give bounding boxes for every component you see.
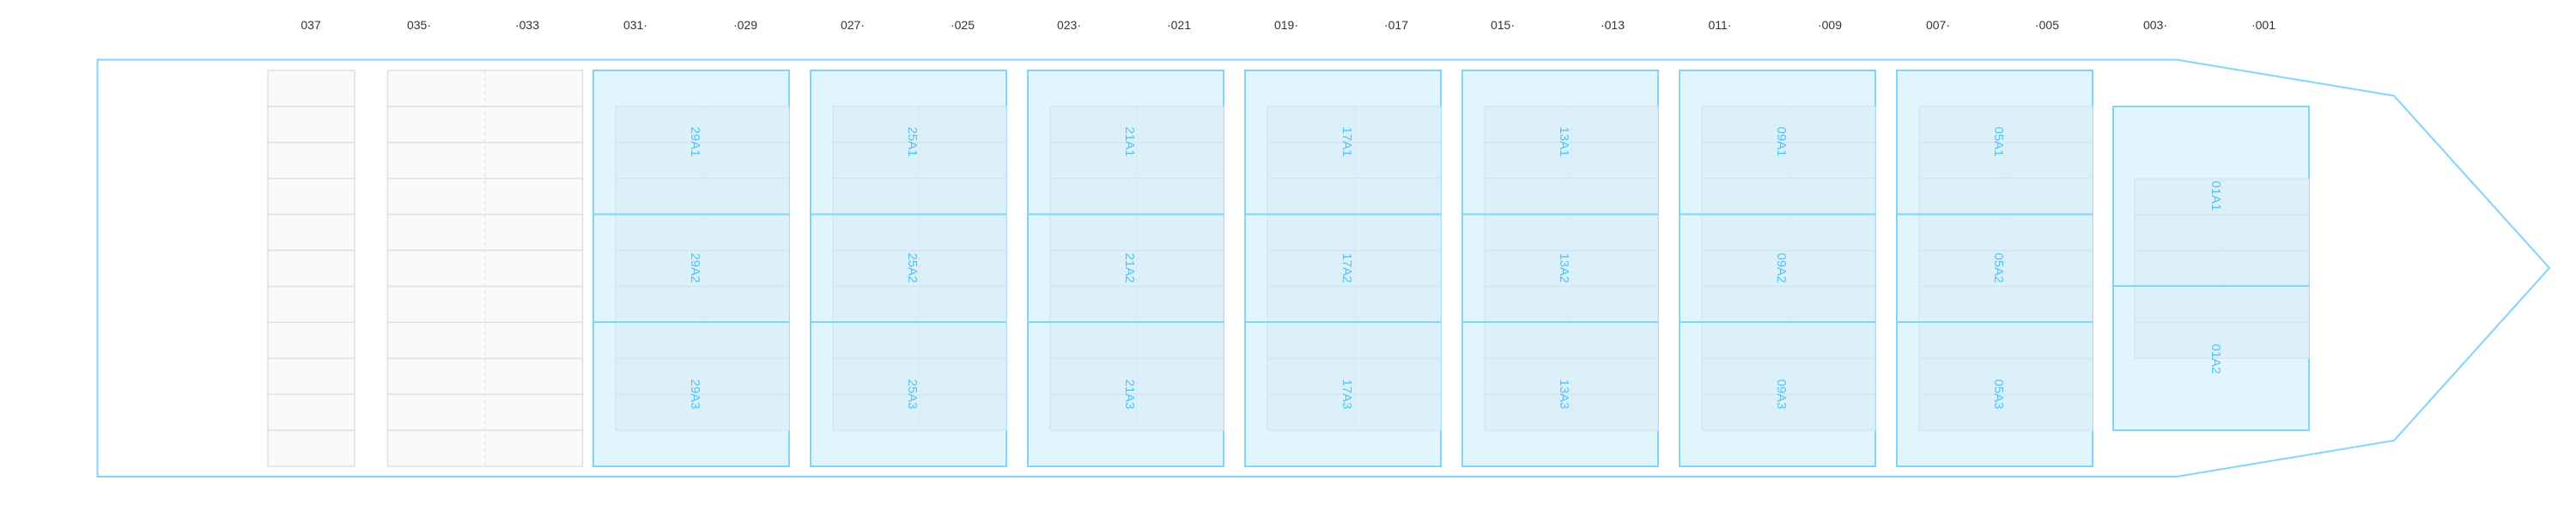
- bay-tick-label: ·025: [951, 18, 975, 32]
- slot-label: 29A1: [688, 126, 702, 156]
- bay-tick-label: 003·: [2143, 18, 2167, 32]
- slot-label: 05A1: [1991, 126, 2006, 156]
- empty-slot-row: [267, 321, 355, 360]
- slot-label: 17A3: [1340, 379, 1354, 409]
- bay-tick-label: ·021: [1167, 18, 1191, 32]
- empty-slot-row: [267, 249, 355, 288]
- bay-tick-label: ·013: [1601, 18, 1625, 32]
- bay-25[interactable]: 25A1 25A2 25A3: [810, 70, 1007, 467]
- bay-21[interactable]: 21A1 21A2 21A3: [1027, 70, 1224, 467]
- empty-slot-row: [267, 142, 355, 179]
- bay-tick-label: ·033: [515, 18, 539, 32]
- slot-grid-row: [1049, 285, 1224, 323]
- slot-label: 21A2: [1122, 252, 1137, 283]
- bay-17[interactable]: 17A1 17A2 17A3: [1244, 70, 1442, 467]
- empty-slot-row: [267, 106, 355, 143]
- slot-label: 01A1: [2208, 180, 2223, 210]
- slot-grid-row: [1049, 249, 1224, 288]
- slot-label: 13A2: [1557, 252, 1571, 283]
- bay-tick-label: 037: [301, 18, 321, 32]
- empty-slot-row: [267, 429, 355, 467]
- slot-label: 13A3: [1557, 379, 1571, 409]
- slot-label: 21A3: [1122, 379, 1137, 409]
- slot-label: 01A2: [2208, 344, 2223, 374]
- slot-label: 09A3: [1774, 379, 1789, 409]
- bay-tick-label: ·029: [733, 18, 757, 32]
- slot-label: 09A1: [1774, 126, 1789, 156]
- slot-label: 29A2: [688, 252, 702, 283]
- slot-grid-row: [1484, 106, 1659, 143]
- bay-tick-label: ·005: [2035, 18, 2059, 32]
- bay-05[interactable]: 05A1 05A2 05A3: [1896, 70, 2093, 467]
- slot-label: 25A1: [905, 126, 920, 156]
- empty-bay-037[interactable]: [267, 70, 355, 467]
- bay-tick-label: 035·: [407, 18, 431, 32]
- slot-label: 17A1: [1340, 126, 1354, 156]
- slot-grid-row: [1267, 285, 1442, 323]
- bay-29[interactable]: 29A1 29A2 29A3: [592, 70, 790, 467]
- empty-slot-row: [386, 393, 584, 431]
- bay-tick-label: ·009: [1818, 18, 1842, 32]
- bay-13[interactable]: 13A1 13A2 13A3: [1461, 70, 1659, 467]
- bay-tick-label: ·001: [2251, 18, 2275, 32]
- bay-tick-label: 015·: [1491, 18, 1515, 32]
- bay-tick-label: 011·: [1709, 18, 1732, 32]
- slot-grid-row: [1701, 285, 1876, 323]
- slot-label: 25A2: [905, 252, 920, 283]
- empty-slot-row: [267, 177, 355, 216]
- slot-grid-row: [1918, 285, 2093, 323]
- empty-slot-row: [267, 357, 355, 395]
- slot-label: 21A1: [1122, 126, 1137, 156]
- slot-label: 09A2: [1774, 252, 1789, 283]
- hull-outline: [96, 58, 2551, 477]
- bay-tick-label: 007·: [1926, 18, 1950, 32]
- slot-label: 13A1: [1557, 126, 1571, 156]
- empty-slot-row: [267, 285, 355, 324]
- slot-grid-row: [832, 285, 1007, 323]
- slot-label: 17A2: [1340, 252, 1354, 283]
- empty-slot-row: [267, 213, 355, 252]
- bay-09[interactable]: 09A1 09A2 09A3: [1679, 70, 1876, 467]
- bay-01[interactable]: 01A1 01A2: [2112, 106, 2310, 431]
- bay-tick-label: 019·: [1274, 18, 1298, 32]
- bay-tick-label: ·017: [1384, 18, 1408, 32]
- empty-slot-row: [386, 249, 584, 288]
- empty-slot-row: [267, 393, 355, 431]
- bay-tick-label: 023·: [1057, 18, 1081, 32]
- bay-tick-label: 031·: [623, 18, 647, 32]
- slot-label: 25A3: [905, 379, 920, 409]
- slot-grid-row: [615, 285, 790, 323]
- slot-label: 05A2: [1991, 252, 2006, 283]
- empty-bay-035-033[interactable]: [386, 70, 584, 467]
- slot-grid-row: [1484, 285, 1659, 323]
- slot-label: 05A3: [1991, 379, 2006, 409]
- empty-slot-row: [267, 70, 355, 107]
- slot-label: 29A3: [688, 379, 702, 409]
- bay-tick-label: 027·: [841, 18, 865, 32]
